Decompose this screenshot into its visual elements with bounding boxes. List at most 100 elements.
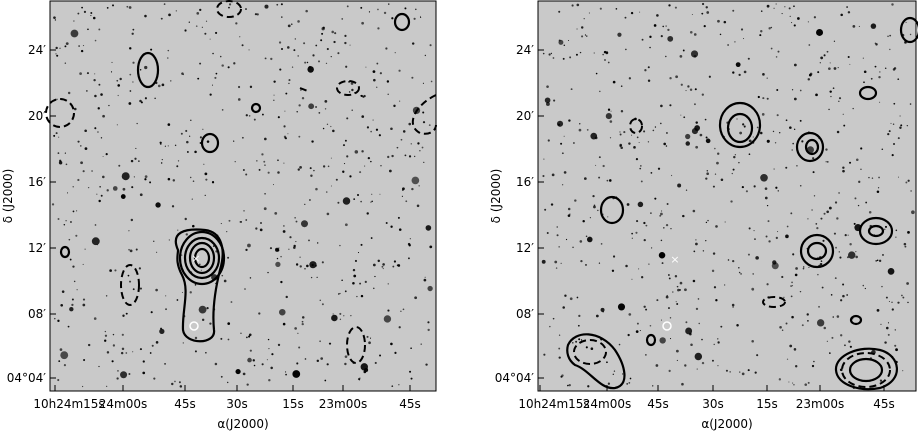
star — [541, 259, 546, 264]
star — [275, 261, 281, 268]
star — [788, 381, 790, 383]
star — [811, 364, 815, 368]
star — [344, 34, 347, 38]
star — [344, 355, 348, 358]
star — [639, 11, 641, 13]
star — [320, 39, 323, 42]
star — [59, 159, 62, 162]
star — [325, 191, 328, 193]
star — [701, 361, 705, 365]
star — [659, 337, 666, 344]
star — [892, 123, 895, 125]
star — [280, 3, 283, 6]
star — [106, 189, 109, 192]
star — [544, 97, 551, 104]
star — [295, 241, 297, 243]
star — [796, 165, 798, 167]
star — [828, 108, 830, 111]
star — [245, 248, 248, 252]
star — [167, 145, 169, 147]
star — [842, 166, 845, 169]
star — [552, 57, 555, 59]
star — [552, 317, 555, 320]
star — [560, 262, 562, 265]
star — [168, 13, 171, 17]
star — [293, 49, 296, 52]
star — [612, 373, 615, 376]
star — [631, 232, 634, 235]
star — [423, 278, 427, 282]
star — [630, 11, 634, 15]
star — [369, 337, 372, 339]
star — [339, 312, 342, 315]
star — [398, 228, 402, 231]
star — [360, 200, 362, 203]
star — [376, 62, 379, 65]
star — [891, 154, 894, 157]
star — [249, 277, 252, 279]
star — [643, 305, 646, 308]
star — [388, 3, 390, 5]
star — [196, 12, 200, 15]
star — [411, 42, 415, 45]
star — [739, 371, 741, 373]
star — [705, 177, 708, 180]
star — [826, 160, 829, 163]
star — [732, 260, 735, 263]
star — [775, 56, 778, 58]
star — [558, 39, 564, 45]
star — [326, 212, 330, 216]
star — [793, 384, 795, 386]
star — [364, 165, 366, 167]
star — [568, 383, 571, 387]
x-tick-label: 24m00s — [583, 397, 631, 411]
star — [405, 200, 408, 203]
star — [548, 53, 551, 56]
star — [359, 282, 362, 285]
star — [111, 360, 114, 363]
star — [649, 46, 651, 49]
star — [404, 154, 407, 157]
star — [624, 48, 627, 51]
star — [833, 40, 836, 42]
star — [789, 15, 791, 17]
star — [233, 140, 235, 142]
marker-x: × — [191, 252, 200, 265]
star — [736, 118, 738, 120]
star — [820, 56, 824, 60]
star — [288, 82, 290, 85]
star — [819, 62, 821, 64]
star — [283, 125, 286, 128]
star — [324, 108, 327, 110]
star — [292, 370, 301, 378]
star — [346, 117, 349, 120]
star — [94, 39, 97, 42]
star — [321, 32, 324, 35]
star — [561, 184, 564, 186]
star — [55, 132, 58, 135]
star — [221, 64, 224, 67]
star — [341, 18, 344, 20]
star — [801, 324, 804, 327]
star — [695, 307, 699, 311]
star — [550, 203, 554, 206]
star — [102, 156, 104, 158]
x-tick-label: 24m00s — [99, 397, 147, 411]
star — [129, 280, 132, 283]
star — [575, 340, 578, 343]
star — [764, 196, 768, 200]
star — [181, 72, 184, 75]
star — [648, 263, 650, 265]
star — [891, 301, 893, 303]
star — [388, 169, 392, 173]
star — [242, 168, 245, 171]
star — [272, 184, 275, 186]
star — [666, 294, 668, 297]
star — [408, 257, 410, 260]
star — [269, 247, 273, 250]
star — [609, 120, 613, 123]
star — [294, 327, 297, 330]
star — [891, 308, 894, 311]
star — [650, 212, 652, 214]
star — [322, 127, 325, 130]
